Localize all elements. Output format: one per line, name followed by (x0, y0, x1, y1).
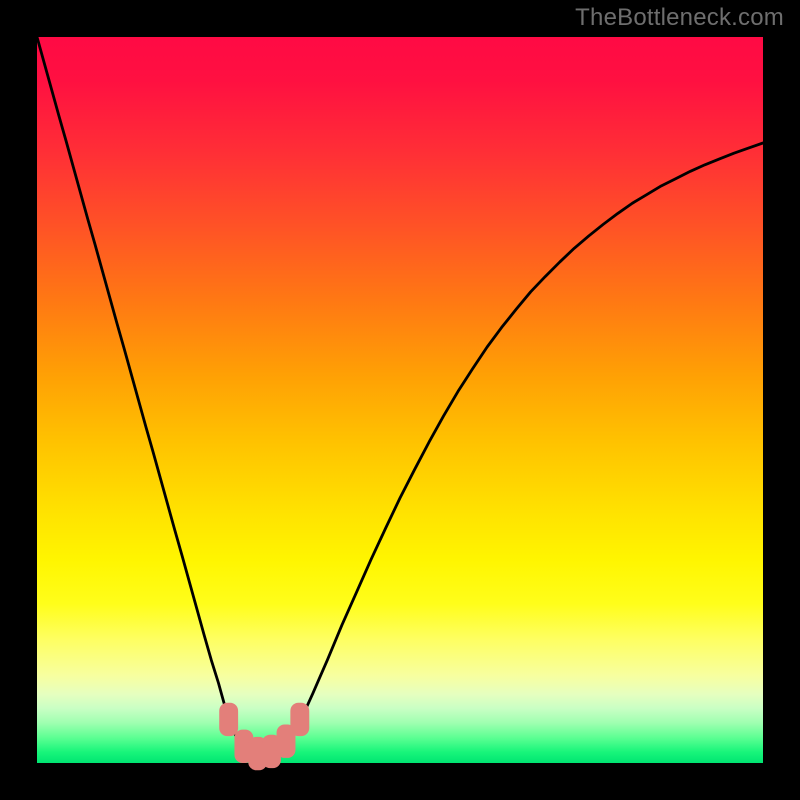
plot-background (37, 37, 763, 763)
curve-marker (219, 703, 238, 736)
watermark: TheBottleneck.com (575, 4, 784, 32)
curve-marker (290, 703, 309, 736)
chart-svg (0, 0, 800, 800)
chart-stage: TheBottleneck.com (0, 0, 800, 800)
